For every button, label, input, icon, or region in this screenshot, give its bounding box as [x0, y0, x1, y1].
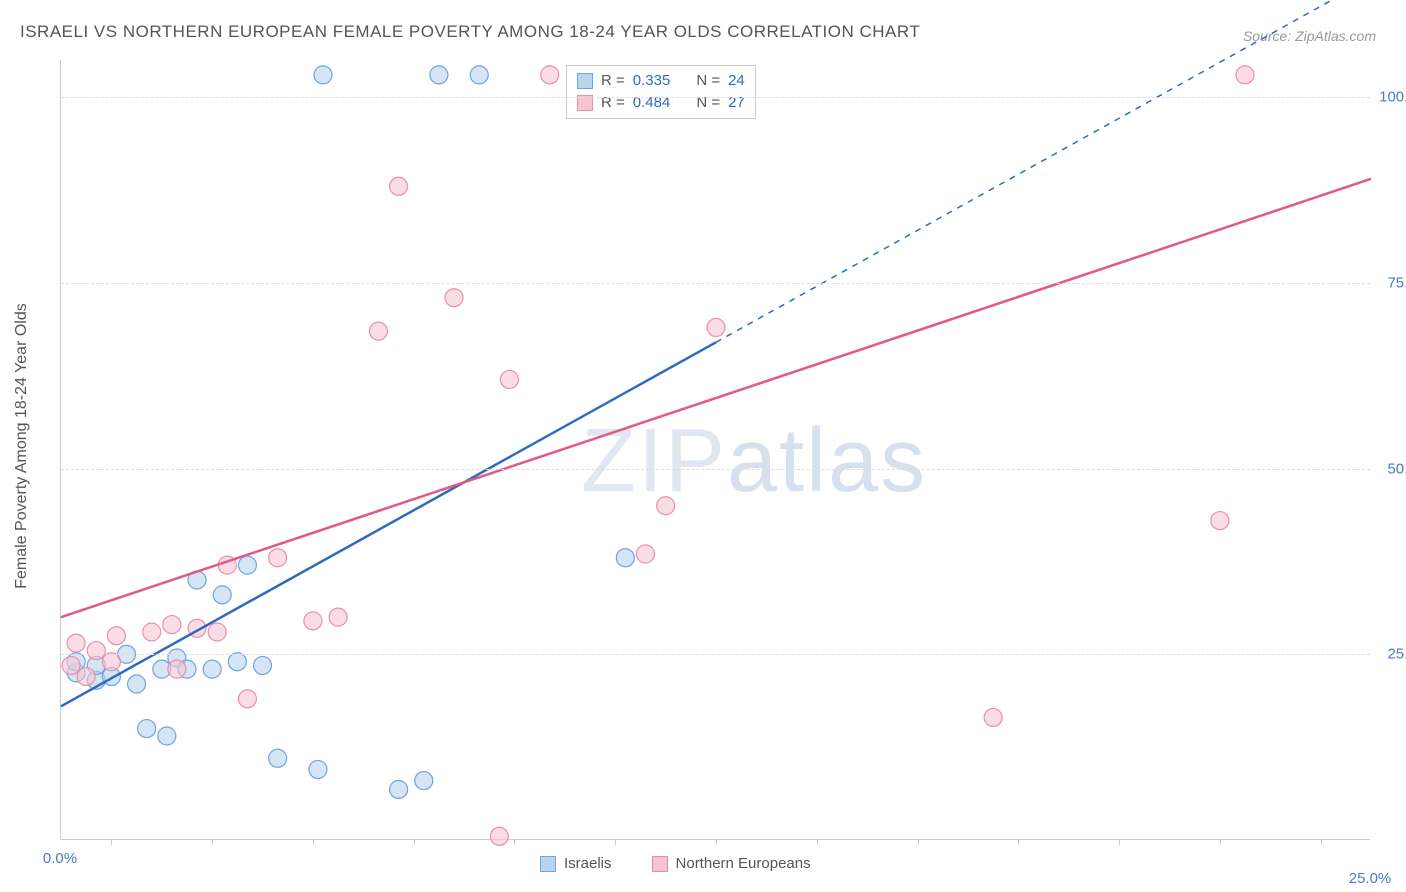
n-label: N = [696, 92, 720, 114]
x-tick [817, 839, 818, 845]
x-tick [313, 839, 314, 845]
legend-label: Northern Europeans [676, 855, 811, 872]
x-tick [1018, 839, 1019, 845]
r-label: R = [601, 92, 625, 114]
correlation-legend: R = 0.335 N = 24 R = 0.484 N = 27 [566, 65, 756, 119]
x-tick [1321, 839, 1322, 845]
legend-label: Israelis [564, 855, 612, 872]
y-axis-label: Female Poverty Among 18-24 Year Olds [13, 303, 31, 589]
y-tick-label: 75.0% [1375, 274, 1406, 291]
source-label: Source: ZipAtlas.com [1243, 28, 1376, 44]
legend-item-northern-europeans: Northern Europeans [652, 855, 811, 872]
r-value: 0.335 [633, 70, 671, 92]
chart-title: ISRAELI VS NORTHERN EUROPEAN FEMALE POVE… [20, 22, 920, 42]
y-tick-label: 25.0% [1375, 646, 1406, 663]
legend-item-israelis: Israelis [540, 855, 612, 872]
x-tick [514, 839, 515, 845]
swatch-icon [577, 73, 593, 89]
grid-line [61, 654, 1370, 655]
x-tick [414, 839, 415, 845]
series-legend: Israelis Northern Europeans [540, 855, 811, 872]
legend-row-israelis: R = 0.335 N = 24 [577, 70, 745, 92]
x-tick [212, 839, 213, 845]
grid-line [61, 97, 1370, 98]
y-tick-label: 100.0% [1375, 89, 1406, 106]
r-label: R = [601, 70, 625, 92]
n-value: 24 [728, 70, 745, 92]
swatch-icon [540, 856, 556, 872]
x-tick [111, 839, 112, 845]
grid-line [61, 469, 1370, 470]
n-value: 27 [728, 92, 745, 114]
x-tick [1220, 839, 1221, 845]
chart-area: ZIPatlas R = 0.335 N = 24 R = 0.484 N = … [60, 60, 1370, 840]
scatter-plot-svg [61, 60, 1370, 839]
legend-row-northern-europeans: R = 0.484 N = 27 [577, 92, 745, 114]
y-tick-label: 50.0% [1375, 460, 1406, 477]
r-value: 0.484 [633, 92, 671, 114]
x-tick [918, 839, 919, 845]
swatch-icon [652, 856, 668, 872]
x-tick-label-max: 25.0% [1349, 870, 1392, 887]
grid-line [61, 283, 1370, 284]
x-tick [1119, 839, 1120, 845]
n-label: N = [696, 70, 720, 92]
x-tick-label-min: 0.0% [43, 850, 77, 867]
x-tick [615, 839, 616, 845]
x-tick [716, 839, 717, 845]
